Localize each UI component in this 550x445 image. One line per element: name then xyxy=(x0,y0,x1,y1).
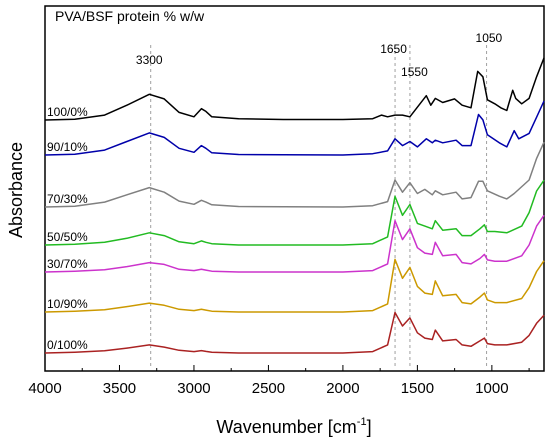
peak-annotation: 1550 xyxy=(401,65,428,79)
series-line xyxy=(44,57,545,121)
plot-frame xyxy=(44,5,545,372)
peak-annotation: 3300 xyxy=(136,53,163,67)
series-label: 100/0% xyxy=(47,105,88,119)
series-label: 70/30% xyxy=(47,192,88,206)
series-line xyxy=(44,179,545,246)
x-tick-label: 1000 xyxy=(475,380,508,397)
annotations: 3300 1650 1550 1050 xyxy=(136,31,503,79)
x-axis-title-main: Wavenumber [cm xyxy=(216,417,356,437)
series-line xyxy=(44,311,545,354)
series-label: 50/50% xyxy=(47,230,88,244)
y-axis-title: Absorbance xyxy=(6,142,26,238)
series-label: 0/100% xyxy=(47,338,88,352)
x-tick-label: 3000 xyxy=(177,380,210,397)
peak-annotation: 1050 xyxy=(476,31,503,45)
chart-title: PVA/BSF protein % w/w xyxy=(55,8,205,24)
series-labels: 100/0% 90/10% 70/30% 50/50% 30/70% 10/90% 0/10… xyxy=(47,105,88,352)
x-tick-label: 3500 xyxy=(103,380,136,397)
series-line xyxy=(44,100,545,156)
series-line xyxy=(44,258,545,313)
x-axis: 4000 3500 3000 2500 2000 1500 1000 xyxy=(28,365,530,397)
series-label: 30/70% xyxy=(47,257,88,271)
x-tick-label: 2500 xyxy=(252,380,285,397)
series-line xyxy=(44,214,545,273)
x-tick-label: 1500 xyxy=(401,380,434,397)
peak-annotation: 1650 xyxy=(380,42,407,56)
series-label: 90/10% xyxy=(47,140,88,154)
series-layer xyxy=(44,57,545,354)
series-line xyxy=(44,141,545,208)
x-axis-title: Wavenumber [cm-1] xyxy=(216,416,371,437)
x-axis-title-sup: -1 xyxy=(357,416,367,428)
x-tick-label: 4000 xyxy=(28,380,61,397)
series-label: 10/90% xyxy=(47,297,88,311)
x-tick-label: 2000 xyxy=(326,380,359,397)
x-axis-title-end: ] xyxy=(367,417,372,437)
